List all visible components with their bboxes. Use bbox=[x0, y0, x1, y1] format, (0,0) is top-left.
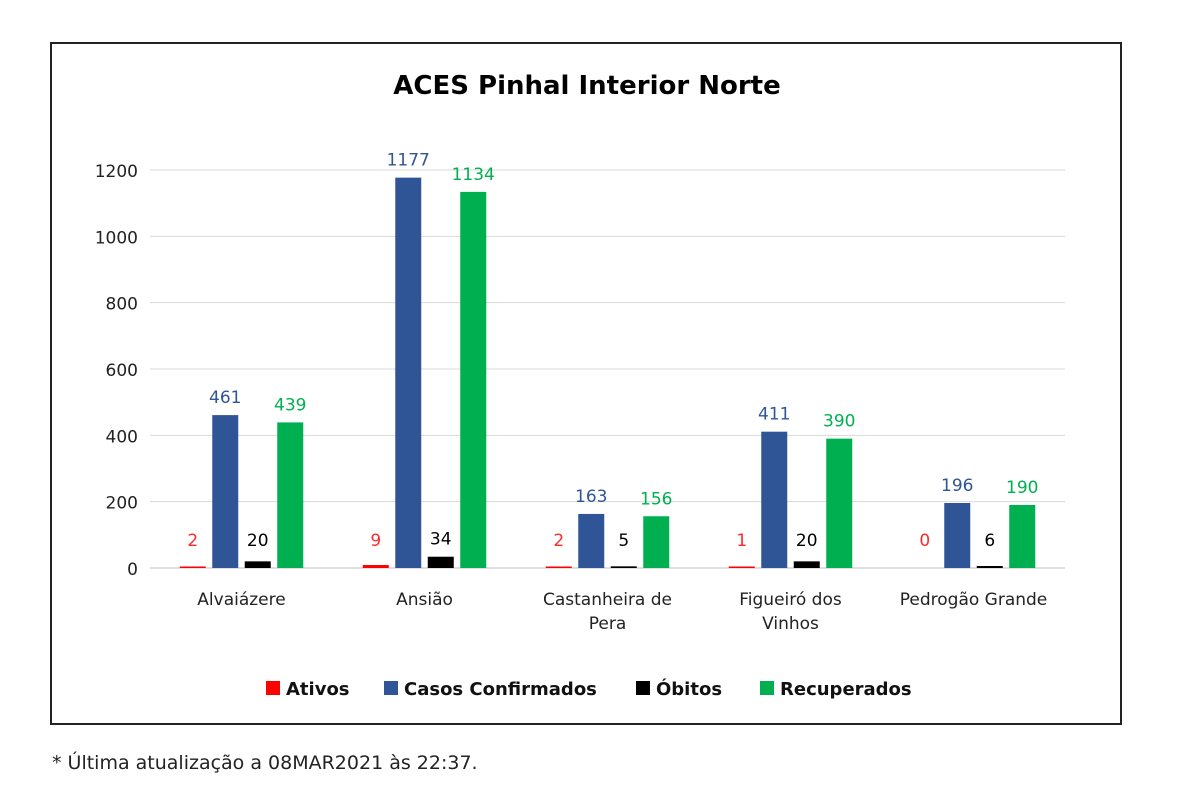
data-label: 411 bbox=[758, 405, 790, 425]
data-label: 163 bbox=[575, 487, 607, 507]
legend-label: Óbitos bbox=[656, 678, 722, 700]
bar-óbitos bbox=[244, 561, 271, 568]
data-label: 0 bbox=[919, 531, 930, 551]
bar-casos-confirmados bbox=[395, 177, 422, 568]
x-axis-labels: Alvaiázere Ansião Castanheira de Pera Figuei… bbox=[197, 590, 1047, 634]
chart-title: ACES Pinhal Interior Norte bbox=[393, 71, 780, 101]
x-tick-label: Castanheira de bbox=[543, 590, 672, 610]
bar-casos-confirmados bbox=[761, 431, 788, 568]
data-label: 6 bbox=[984, 531, 995, 551]
bar-casos-confirmados bbox=[944, 502, 971, 568]
legend-label: Recuperados bbox=[780, 679, 912, 700]
data-label: 439 bbox=[274, 395, 306, 415]
data-label: 2 bbox=[187, 531, 198, 551]
data-label: 5 bbox=[618, 531, 629, 551]
y-tick-label: 600 bbox=[106, 361, 138, 381]
bar-casos-confirmados bbox=[578, 513, 605, 568]
bar-recuperados bbox=[1009, 504, 1036, 568]
data-label: 2 bbox=[553, 531, 564, 551]
bar-recuperados bbox=[277, 422, 304, 568]
data-label: 1134 bbox=[452, 165, 495, 185]
data-label: 34 bbox=[430, 530, 452, 550]
bar-ativos bbox=[545, 566, 572, 568]
bar-óbitos bbox=[427, 556, 454, 568]
legend-label: Ativos bbox=[286, 679, 350, 700]
data-label: 190 bbox=[1006, 478, 1038, 498]
bar-ativos bbox=[728, 566, 755, 568]
data-label: 1 bbox=[736, 531, 747, 551]
data-label: 461 bbox=[209, 388, 241, 408]
y-tick-label: 1200 bbox=[95, 162, 138, 182]
data-labels: 2 461 20 439 9 1177 34 1134 2 163 5 156 1 411 20 390 0 19… bbox=[187, 151, 1038, 551]
bar-óbitos bbox=[976, 566, 1003, 568]
data-label: 156 bbox=[640, 489, 672, 509]
chart-frame bbox=[50, 42, 1122, 725]
x-tick-label: Pera bbox=[589, 614, 627, 634]
y-tick-label: 200 bbox=[106, 494, 138, 514]
bar-recuperados bbox=[826, 438, 853, 568]
legend-swatch bbox=[266, 681, 280, 695]
bar-óbitos bbox=[610, 566, 637, 568]
y-tick-label: 800 bbox=[106, 295, 138, 315]
bar-recuperados bbox=[643, 516, 670, 568]
bar-óbitos bbox=[793, 561, 820, 568]
data-label: 390 bbox=[823, 412, 855, 432]
bar-recuperados bbox=[460, 191, 487, 568]
legend-swatch bbox=[760, 681, 774, 695]
y-tick-label: 400 bbox=[106, 427, 138, 447]
legend: Ativos Casos Confirmados Óbitos Recuperados bbox=[266, 678, 912, 700]
x-tick-label: Ansião bbox=[396, 590, 453, 610]
x-tick-label: Pedrogão Grande bbox=[900, 590, 1048, 610]
bar-ativos bbox=[362, 565, 389, 568]
x-tick-label: Vinhos bbox=[762, 614, 819, 634]
footnote: * Última atualização a 08MAR2021 às 22:3… bbox=[52, 752, 478, 774]
y-tick-label: 1000 bbox=[95, 228, 138, 248]
bar-casos-confirmados bbox=[212, 415, 239, 568]
x-tick-label: Alvaiázere bbox=[197, 590, 285, 610]
data-label: 20 bbox=[796, 531, 818, 551]
data-label: 20 bbox=[247, 531, 269, 551]
legend-label: Casos Confirmados bbox=[404, 679, 597, 700]
data-label: 9 bbox=[370, 531, 381, 551]
legend-swatch bbox=[384, 681, 398, 695]
bar-ativos bbox=[179, 566, 206, 568]
data-label: 196 bbox=[941, 476, 973, 496]
data-label: 1177 bbox=[387, 151, 430, 171]
bars bbox=[179, 177, 1036, 568]
x-tick-label: Figueiró dos bbox=[739, 590, 842, 610]
y-tick-label: 0 bbox=[127, 560, 138, 580]
legend-swatch bbox=[636, 681, 650, 695]
y-axis-ticks: 0 200 400 600 800 1000 1200 bbox=[95, 162, 138, 580]
